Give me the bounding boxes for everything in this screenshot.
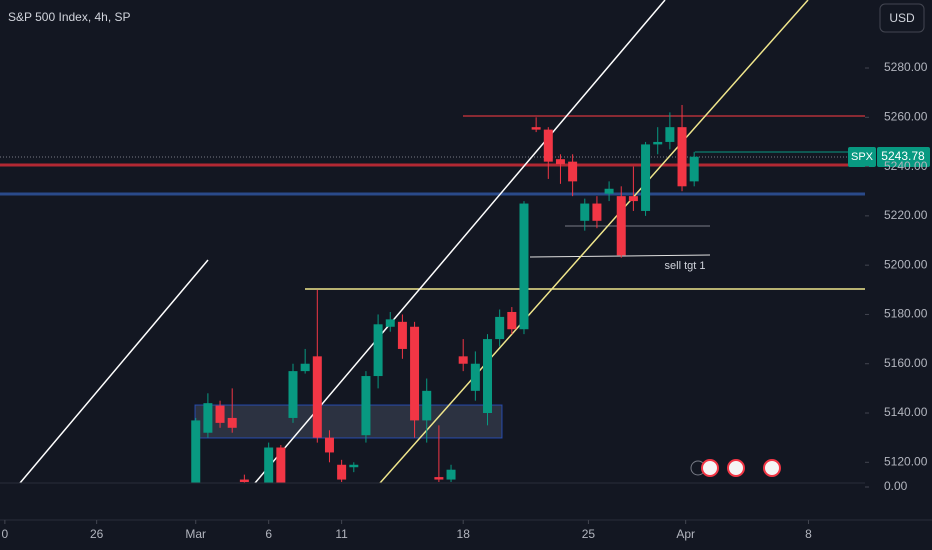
x-tick-label: Mar [185, 527, 206, 541]
y-tick-label: 5200.00 [884, 257, 928, 271]
candle-body [446, 469, 456, 480]
event-icon[interactable] [727, 459, 745, 477]
x-tick-label: 8 [805, 527, 812, 541]
x-tick-label: 0 [2, 527, 9, 541]
y-tick-label: 5120.00 [884, 454, 928, 468]
candle-body [227, 417, 237, 428]
y-tick-label: 5180.00 [884, 307, 928, 321]
candle-body [324, 437, 334, 453]
zone-box [194, 404, 503, 439]
candle-body [434, 477, 444, 480]
target-line [529, 254, 711, 258]
candle-body [264, 447, 274, 483]
candle-body [543, 129, 553, 162]
x-tick-label: 25 [582, 527, 596, 541]
candle-body [203, 403, 213, 433]
x-tick-label: 6 [265, 527, 272, 541]
candle-body [458, 356, 468, 364]
candle-body [483, 339, 493, 414]
candles [191, 104, 699, 483]
candle-body [677, 127, 687, 187]
candle-body [385, 319, 395, 327]
candle-body [641, 144, 651, 211]
candle-body [349, 464, 359, 468]
candle-body [300, 363, 310, 372]
candle-body [397, 321, 407, 349]
trend-line [379, 0, 809, 483]
candle-body [361, 376, 371, 436]
x-tick-label: 26 [90, 527, 104, 541]
y-tick-label: 5240.00 [884, 159, 928, 173]
candle-body [653, 141, 663, 145]
price-tag [877, 147, 930, 167]
price-label: 5243.78 [881, 149, 925, 163]
candle-body [215, 405, 225, 423]
candle-body [373, 324, 383, 377]
candle-body [604, 188, 614, 194]
symbol-label: SPX [851, 151, 874, 163]
annotation: sell tgt 1 [665, 260, 706, 272]
chart-title: S&P 500 Index, 4h, SP [8, 10, 131, 24]
candle-body [337, 464, 347, 480]
candle-body [616, 196, 626, 256]
candle-body [555, 159, 565, 165]
candle-body [580, 203, 590, 221]
candle-body [410, 326, 420, 421]
candle-body [507, 311, 517, 330]
drawings [0, 0, 865, 483]
event-icons [690, 459, 781, 477]
candle-body [288, 371, 298, 418]
y-tick-label: 5140.00 [884, 405, 928, 419]
symbol-tag [848, 147, 876, 167]
candle-body [312, 356, 322, 438]
candle-body [495, 316, 505, 340]
candle-body [276, 447, 286, 483]
trend-line [254, 0, 666, 483]
y-tick-label: 5280.00 [884, 60, 928, 74]
candle-body [470, 363, 480, 391]
y-tick-label: 5220.00 [884, 208, 928, 222]
candle-body [568, 161, 578, 182]
candle-body [239, 479, 249, 483]
candle-body [628, 196, 638, 202]
x-tick-label: Apr [676, 527, 695, 541]
currency-button[interactable] [879, 3, 925, 33]
currency-label[interactable]: USD [889, 11, 915, 25]
candle-body [665, 127, 675, 142]
y-tick-label: 5260.00 [884, 109, 928, 123]
x-tick-label: 18 [457, 527, 471, 541]
candle-body [689, 156, 699, 182]
candle-body [191, 420, 201, 483]
volume-tick-label: 0.00 [884, 479, 908, 493]
event-icon[interactable] [763, 459, 781, 477]
candle-body [531, 127, 541, 130]
trend-line [19, 259, 209, 483]
event-icon[interactable] [701, 459, 719, 477]
y-tick-label: 5160.00 [884, 356, 928, 370]
candle-body [422, 390, 432, 421]
x-tick-label: 11 [335, 527, 348, 541]
candle-body [592, 203, 602, 221]
candle-body [519, 203, 529, 330]
